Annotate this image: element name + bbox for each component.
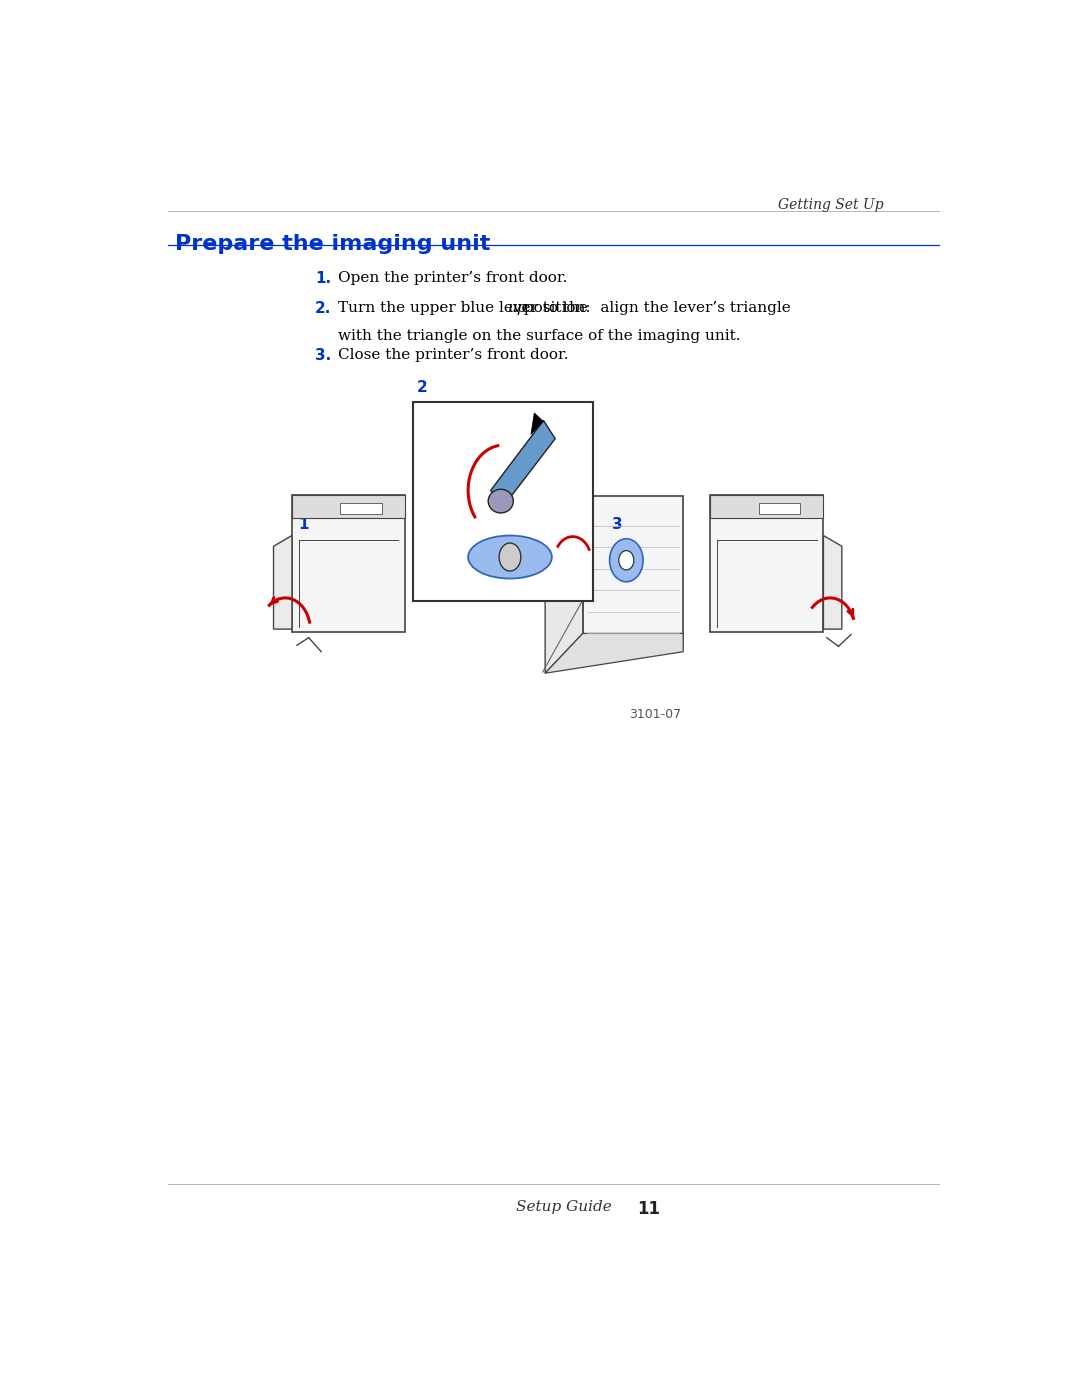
Circle shape	[499, 543, 521, 571]
Text: 2.: 2.	[315, 300, 332, 316]
Bar	[292, 495, 405, 518]
Text: Close the printer’s front door.: Close the printer’s front door.	[338, 348, 569, 362]
Polygon shape	[545, 490, 583, 673]
Text: 1: 1	[298, 517, 309, 532]
Text: 3: 3	[612, 517, 623, 532]
Ellipse shape	[488, 489, 513, 513]
Polygon shape	[823, 535, 841, 629]
Bar	[711, 495, 823, 518]
FancyBboxPatch shape	[414, 401, 593, 601]
Text: position:  align the lever’s triangle: position: align the lever’s triangle	[518, 300, 791, 316]
Bar	[583, 496, 684, 647]
Circle shape	[609, 539, 643, 581]
Bar	[758, 503, 800, 514]
Text: 3.: 3.	[315, 348, 332, 363]
Polygon shape	[531, 414, 543, 434]
Text: Open the printer’s front door.: Open the printer’s front door.	[338, 271, 568, 285]
Circle shape	[619, 550, 634, 570]
Ellipse shape	[468, 535, 552, 578]
Polygon shape	[273, 535, 292, 629]
Text: 2: 2	[417, 380, 428, 395]
Text: 1.: 1.	[315, 271, 332, 286]
Text: 3101-07: 3101-07	[630, 708, 681, 721]
Text: Prepare the imaging unit: Prepare the imaging unit	[175, 235, 490, 254]
Polygon shape	[545, 633, 684, 673]
Bar	[711, 495, 823, 633]
Text: 11: 11	[637, 1200, 660, 1218]
Bar	[340, 503, 382, 514]
Polygon shape	[490, 420, 555, 509]
Text: Getting Set Up: Getting Set Up	[779, 198, 885, 212]
Bar	[292, 495, 405, 633]
Text: Setup Guide: Setup Guide	[516, 1200, 612, 1214]
Text: Turn the upper blue lever to the: Turn the upper blue lever to the	[338, 300, 593, 316]
Text: up: up	[509, 300, 528, 316]
Text: with the triangle on the surface of the imaging unit.: with the triangle on the surface of the …	[338, 330, 741, 344]
